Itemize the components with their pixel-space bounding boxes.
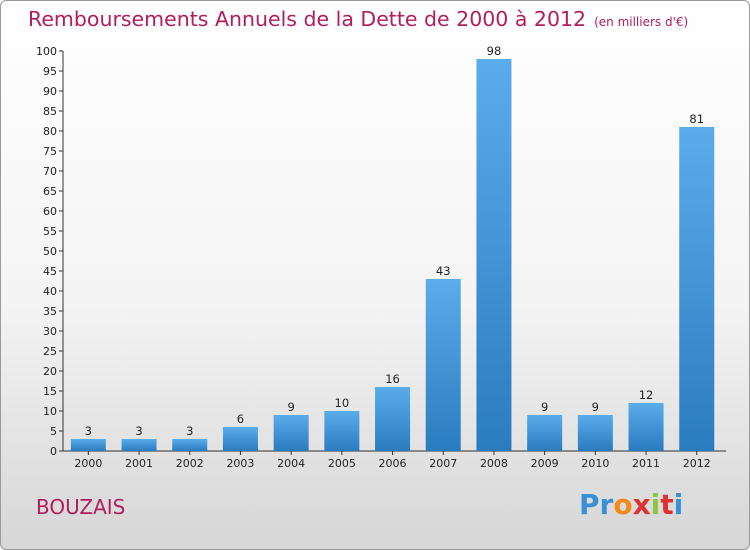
- y-tick-label: 80: [43, 125, 57, 138]
- y-tick-label: 95: [43, 65, 57, 78]
- y-tick-label: 75: [43, 145, 57, 158]
- bar: [628, 403, 664, 451]
- bar-value-label: 81: [689, 112, 704, 126]
- y-tick-label: 40: [43, 285, 57, 298]
- bar: [70, 439, 106, 451]
- x-tick-label: 2003: [226, 457, 254, 470]
- y-tick-label: 25: [43, 345, 57, 358]
- bar: [172, 439, 208, 451]
- x-tick-label: 2011: [632, 457, 660, 470]
- logo-letter: o: [613, 488, 633, 521]
- bar: [527, 415, 563, 451]
- bars: 3 2000 3 2001 3 2002 6 2003 9 2004 10 2005 16 2006 43 2…: [70, 44, 715, 470]
- logo-letter: r: [599, 488, 614, 521]
- y-tick-label: 30: [43, 325, 57, 338]
- unit-label: (en milliers d'€): [594, 15, 689, 29]
- y-tick-label: 35: [43, 305, 57, 318]
- logo-letter: x: [632, 488, 651, 521]
- x-tick-label: 2006: [379, 457, 407, 470]
- x-tick-label: 2009: [531, 457, 559, 470]
- chart-title: Remboursements Annuels de la Dette de 20…: [28, 7, 688, 31]
- bar-value-label: 6: [237, 412, 244, 426]
- bar: [679, 127, 715, 451]
- bar-value-label: 3: [85, 424, 92, 438]
- y-tick-label: 10: [43, 405, 57, 418]
- y-tick-label: 85: [43, 105, 57, 118]
- y-tick-label: 60: [43, 205, 57, 218]
- bar: [222, 427, 258, 451]
- y-tick-label: 15: [43, 385, 57, 398]
- bar-value-label: 3: [186, 424, 193, 438]
- axes: 0 5 10 15 20 25 30 35 40 45 50 55 60 65 70 75 80 85 90 95 10…: [36, 45, 727, 458]
- bar-value-label: 10: [335, 396, 350, 410]
- y-tick-label: 90: [43, 85, 57, 98]
- x-tick-label: 2004: [277, 457, 305, 470]
- x-tick-label: 2007: [429, 457, 457, 470]
- bar-value-label: 16: [385, 372, 400, 386]
- bar-value-label: 9: [592, 400, 599, 414]
- x-tick-label: 2012: [683, 457, 711, 470]
- y-tick-label: 55: [43, 225, 57, 238]
- y-tick-label: 50: [43, 245, 57, 258]
- bar: [476, 59, 512, 451]
- bar: [375, 387, 411, 451]
- x-tick-label: 2000: [74, 457, 102, 470]
- logo-letter: i: [650, 488, 661, 521]
- town-name: BOUZAIS: [36, 495, 126, 519]
- bar: [121, 439, 157, 451]
- logo-letter: i: [673, 488, 684, 521]
- x-tick-label: 2008: [480, 457, 508, 470]
- logo-letter: t: [660, 488, 674, 521]
- bar-value-label: 3: [135, 424, 142, 438]
- x-tick-label: 2005: [328, 457, 356, 470]
- bar: [324, 411, 360, 451]
- x-tick-label: 2001: [125, 457, 153, 470]
- y-tick-label: 45: [43, 265, 57, 278]
- bar-value-label: 9: [541, 400, 548, 414]
- bar-value-label: 9: [287, 400, 294, 414]
- bar-value-label: 98: [487, 44, 502, 58]
- bar: [425, 279, 461, 451]
- x-tick-label: 2010: [581, 457, 609, 470]
- bar-value-label: 43: [436, 264, 451, 278]
- y-tick-label: 65: [43, 185, 57, 198]
- y-tick-label: 0: [50, 445, 57, 458]
- bar: [273, 415, 309, 451]
- logo-letter: P: [579, 488, 600, 521]
- bar: [577, 415, 613, 451]
- y-tick-label: 100: [36, 45, 57, 58]
- y-tick-label: 20: [43, 365, 57, 378]
- x-tick-label: 2002: [176, 457, 204, 470]
- title-text: Remboursements Annuels de la Dette de 20…: [28, 7, 587, 31]
- y-tick-label: 5: [50, 425, 57, 438]
- bar-value-label: 12: [639, 388, 654, 402]
- y-tick-label: 70: [43, 165, 57, 178]
- proxiti-logo[interactable]: Proxiti: [579, 488, 683, 521]
